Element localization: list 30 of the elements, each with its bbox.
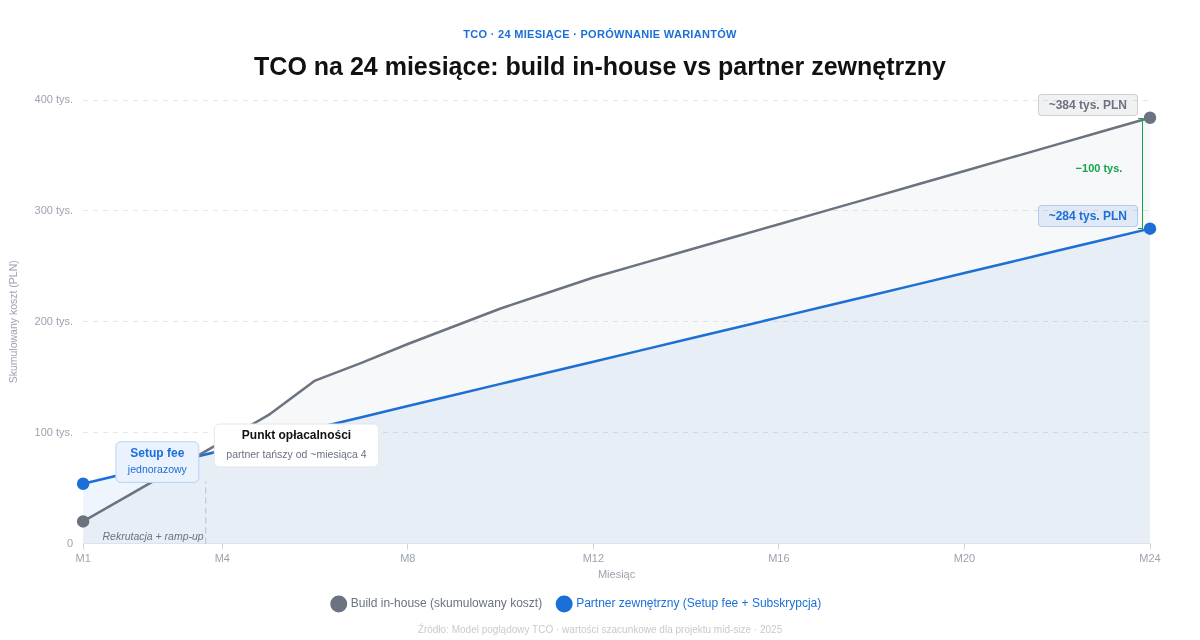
annotation: Setup fee (130, 446, 185, 461)
point (76, 477, 90, 490)
annotation: partner tańszy od ~miesiąca 4 (226, 447, 367, 460)
x-tick-label: M24 (1139, 552, 1161, 565)
annotation: Punkt opłacalności (241, 428, 352, 443)
chart-subtitle: TCO · 24 MIESIĄCE · PORÓWNANIE WARIANTÓW (462, 28, 738, 40)
x-tick-label: M1 (75, 552, 91, 565)
point (1143, 222, 1157, 235)
x-tick-label: M16 (768, 552, 790, 565)
y-tick-label: 100 tys. (34, 425, 74, 438)
x-tick-label: M8 (400, 552, 416, 565)
x-axis-title: Miesiąc (597, 568, 636, 581)
annotation: Rekrutacja + ramp-up (102, 530, 204, 543)
point (76, 515, 90, 528)
y-tick-label: 200 tys. (34, 314, 74, 327)
point (1143, 111, 1157, 124)
data-label: ~284 tys. PLN (1037, 204, 1138, 227)
chart-title: TCO na 24 miesiące: build in-house vs partner zewnętrzny (253, 52, 947, 81)
y-tick-label: 300 tys. (34, 203, 74, 216)
annotation: −100 tys. (1075, 161, 1123, 174)
legend-label: Partner zewnętrzny (Setup fee + Subskrypcja) (576, 596, 822, 611)
y-tick-label: 0 (67, 536, 74, 549)
legend-label: Build in-house (skumulowany koszt) (350, 596, 543, 611)
x-tick-label: M4 (214, 552, 230, 565)
y-axis-title: Skumulowany koszt (PLN) (7, 260, 20, 384)
x-tick-label: M20 (953, 552, 976, 565)
y-tick-label: 400 tys. (34, 93, 74, 106)
data-label: ~384 tys. PLN (1037, 93, 1138, 116)
x-tick-label: M12 (582, 552, 605, 565)
annotation: jednorazowy (126, 463, 188, 476)
